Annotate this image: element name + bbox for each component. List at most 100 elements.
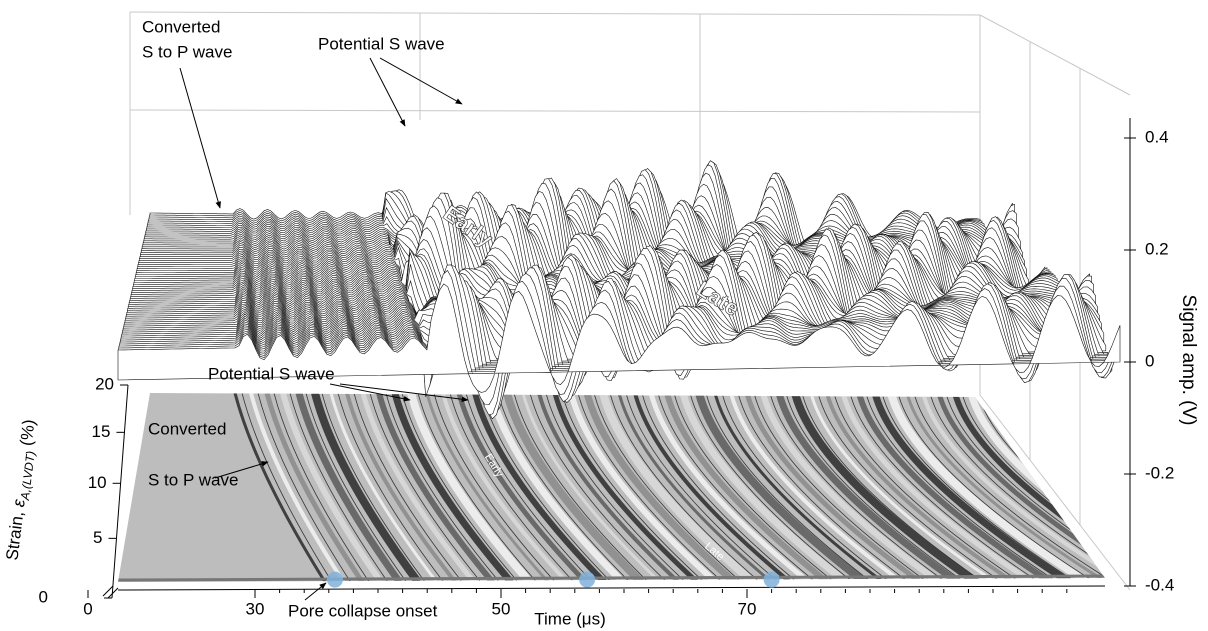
contour (593, 393, 742, 582)
surface-band (967, 393, 1105, 582)
contour (673, 393, 835, 582)
contour (577, 393, 723, 582)
contour (961, 393, 1105, 582)
surface-band (264, 393, 365, 582)
surface-band (679, 393, 848, 582)
surface-band (487, 393, 626, 582)
surface-band (905, 393, 1105, 582)
surface-band (425, 393, 550, 582)
contour (865, 393, 1058, 582)
contour (353, 393, 463, 582)
x-axis-label: Time (μs) (534, 609, 606, 628)
annotation: S to P wave (148, 470, 238, 489)
contour (273, 393, 370, 582)
contour (449, 393, 575, 582)
surface-edge (118, 574, 1105, 582)
contour (433, 393, 556, 582)
contour (945, 393, 1105, 582)
annotation: Potential S wave (318, 34, 445, 53)
surface-band (840, 393, 1034, 582)
y-tick-label: 20 (95, 374, 114, 393)
surface-band (295, 393, 403, 582)
surface-band (249, 393, 346, 582)
contour (561, 393, 705, 582)
contour (241, 393, 333, 582)
z-tick-label: 0.2 (1145, 239, 1169, 258)
axis-box (129, 11, 1131, 591)
pore-collapse-marker (763, 571, 780, 588)
arrow (214, 461, 269, 479)
contour (369, 393, 482, 582)
surface-band (871, 393, 1071, 582)
x-tick-label: 30 (246, 599, 265, 618)
x-tick-label: 70 (738, 599, 757, 618)
surface-band (887, 393, 1090, 582)
y-label-text: Strain, (3, 506, 28, 562)
annotation: Pore collapse onset (288, 601, 438, 620)
contour (817, 393, 1002, 582)
surface-band (503, 393, 645, 582)
contour (689, 393, 854, 582)
surface-band (391, 393, 514, 582)
surface-band (280, 393, 384, 582)
contour (625, 393, 779, 582)
surface-band (921, 393, 1105, 582)
arrow (369, 57, 406, 127)
pore-collapse-marker (326, 571, 343, 588)
surface-band (599, 393, 756, 582)
surface-band (648, 393, 811, 582)
contour (913, 393, 1105, 582)
annotation: S to P wave (142, 42, 232, 61)
annotation: Converted (148, 419, 226, 438)
surface-band (729, 393, 903, 582)
contour (529, 393, 668, 582)
arrow (304, 582, 327, 601)
surface-band (809, 393, 996, 582)
y-label-sub: A,(LVDT) (18, 450, 38, 502)
contour (385, 393, 500, 582)
surface-band (441, 393, 569, 582)
contour (753, 393, 928, 582)
strain-surface (118, 393, 1105, 582)
surface-band (775, 393, 960, 582)
y-tick-label: 15 (92, 422, 111, 441)
contour (849, 393, 1040, 582)
contour (609, 393, 761, 582)
surface-band (791, 393, 979, 582)
arrow (179, 67, 221, 209)
contour (833, 393, 1021, 582)
z-axis-label: Signal amp. (V) (1178, 295, 1199, 426)
surface-band (345, 393, 457, 582)
contour (465, 393, 593, 582)
surface-band (633, 393, 792, 582)
contour (705, 393, 872, 582)
surface-band (537, 393, 680, 582)
contour (513, 393, 649, 582)
contour (321, 393, 426, 582)
contour (657, 393, 816, 582)
surface-band (744, 393, 922, 582)
pore-collapse-marker (579, 571, 596, 588)
y-label-unit: (%) (16, 418, 39, 451)
surface-band (311, 393, 422, 582)
surface-band (825, 393, 1015, 582)
contour (257, 393, 351, 582)
y-tick-label: 0 (39, 587, 48, 606)
contour (305, 393, 407, 582)
contour (545, 393, 686, 582)
waveform-trace (117, 283, 1121, 393)
contour (785, 393, 965, 582)
annotation: Converted (142, 17, 220, 36)
contour (897, 393, 1095, 582)
z-tick-label: -0.4 (1145, 575, 1174, 594)
surface-band (568, 393, 718, 582)
y-tick-label: 5 (93, 528, 102, 547)
surface-band (376, 393, 495, 582)
contour (401, 393, 519, 582)
z-tick-label: 0 (1145, 351, 1154, 370)
surface-band (233, 393, 327, 582)
contour (289, 393, 389, 582)
contour (337, 393, 444, 582)
surface-band (760, 393, 941, 582)
surface-band (952, 393, 1105, 582)
